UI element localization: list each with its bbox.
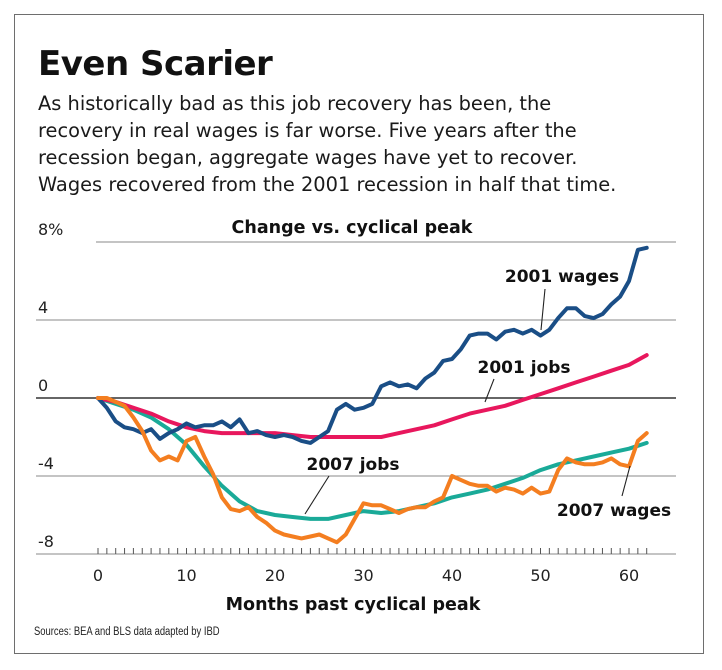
series-label-2001-jobs: 2001 jobs <box>477 358 570 378</box>
series-line-2007-jobs <box>96 396 649 521</box>
series-label-2007-wages: 2007 wages <box>557 501 671 521</box>
leader-2007-jobs <box>304 475 330 515</box>
figure-frame <box>14 14 704 654</box>
series-label-2001-wages: 2001 wages <box>505 267 619 287</box>
x-tick-label: 40 <box>442 566 462 585</box>
x-axis-label: Months past cyclical peak <box>226 595 481 615</box>
subtitle-line-2: recovery in real wages is far worse. Fiv… <box>38 119 577 142</box>
series-label-2007-jobs: 2007 jobs <box>306 455 399 475</box>
figure-subtitle: As historically bad as this job recovery… <box>38 90 698 198</box>
series-lines <box>96 245 649 545</box>
x-tick-label: 30 <box>353 566 373 585</box>
y-tick-label: 0 <box>38 376 48 395</box>
leader-2001-jobs <box>484 378 495 403</box>
x-tick-label: 60 <box>619 566 639 585</box>
leader-2007-wages <box>621 465 631 497</box>
series-line-2001-jobs <box>96 353 649 439</box>
leader-2001-wages <box>540 288 546 331</box>
figure-title: Even Scarier <box>38 44 273 84</box>
x-tick-label: 50 <box>530 566 550 585</box>
subtitle-line-1: As historically bad as this job recovery… <box>38 92 552 115</box>
x-tick-label: 0 <box>93 566 103 585</box>
y-tick-labels: 8% 4 0 -4 -8 <box>38 220 63 551</box>
series-line-2007-wages <box>96 396 649 545</box>
series-line-2001-wages <box>96 245 649 445</box>
source-note: Sources: BEA and BLS data adapted by IBD <box>34 626 220 638</box>
subtitle-line-3: recession began, aggregate wages have ye… <box>38 146 578 169</box>
series-labels: 2001 wages 2001 jobs 2007 jobs 2007 wages <box>306 267 671 521</box>
x-minor-ticks <box>97 548 648 554</box>
x-tick-labels: 0 10 20 30 40 50 60 <box>93 566 639 585</box>
y-tick-label: 4 <box>38 298 48 317</box>
subtitle-line-4: Wages recovered from the 2001 recession … <box>38 173 617 196</box>
y-tick-label: -4 <box>38 454 54 473</box>
y-tick-label: -8 <box>38 532 54 551</box>
label-leader-lines <box>304 288 631 515</box>
chart-title: Change vs. cyclical peak <box>232 218 473 238</box>
y-tick-label: 8% <box>38 220 63 239</box>
x-tick-label: 20 <box>265 566 285 585</box>
x-tick-label: 10 <box>176 566 196 585</box>
